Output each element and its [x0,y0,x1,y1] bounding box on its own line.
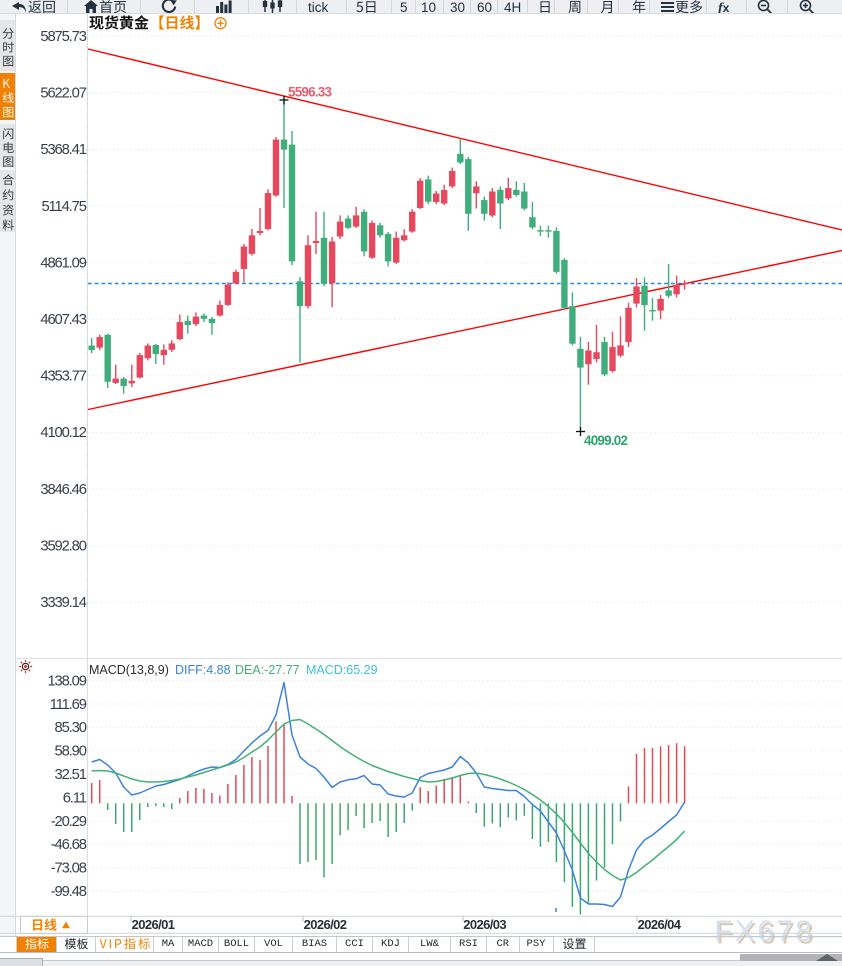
svg-text:FX678: FX678 [714,915,814,948]
svg-text:5596.33: 5596.33 [288,85,332,100]
svg-text:2026/01: 2026/01 [132,917,175,932]
svg-text:3339.14: 3339.14 [40,595,86,611]
svg-text:58.90: 58.90 [55,744,87,760]
svg-text:111.69: 111.69 [50,697,87,713]
svg-text:5875.73: 5875.73 [40,29,86,45]
svg-text:MACD(13,8,9): MACD(13,8,9) [89,663,169,677]
svg-text:-73.08: -73.08 [51,861,87,877]
svg-text:4607.43: 4607.43 [40,312,86,328]
svg-text:DEA:-27.77: DEA:-27.77 [235,663,300,677]
svg-text:-46.68: -46.68 [51,837,87,853]
svg-text:2026/04: 2026/04 [638,917,682,932]
svg-text:2026/03: 2026/03 [463,917,506,932]
svg-text:4353.77: 4353.77 [40,369,86,385]
svg-text:3846.46: 3846.46 [40,482,86,498]
svg-text:6.11: 6.11 [63,790,87,806]
svg-text:-20.29: -20.29 [51,814,87,830]
svg-text:MACD:65.29: MACD:65.29 [306,663,378,677]
svg-text:85.30: 85.30 [55,720,87,736]
svg-text:5368.41: 5368.41 [40,142,86,158]
svg-text:2026/02: 2026/02 [304,917,347,932]
svg-text:5622.07: 5622.07 [40,86,86,102]
svg-text:4099.02: 4099.02 [584,433,627,448]
svg-text:3592.80: 3592.80 [40,538,86,554]
svg-text:4861.09: 4861.09 [40,255,86,271]
svg-text:FX678: FX678 [716,917,816,950]
svg-text:DIFF:4.88: DIFF:4.88 [175,663,231,677]
svg-text:5114.75: 5114.75 [41,199,86,215]
svg-text:-99.48: -99.48 [51,884,87,900]
svg-text:138.09: 138.09 [47,673,86,689]
svg-text:4100.12: 4100.12 [40,425,86,441]
svg-text:32.51: 32.51 [55,767,87,783]
